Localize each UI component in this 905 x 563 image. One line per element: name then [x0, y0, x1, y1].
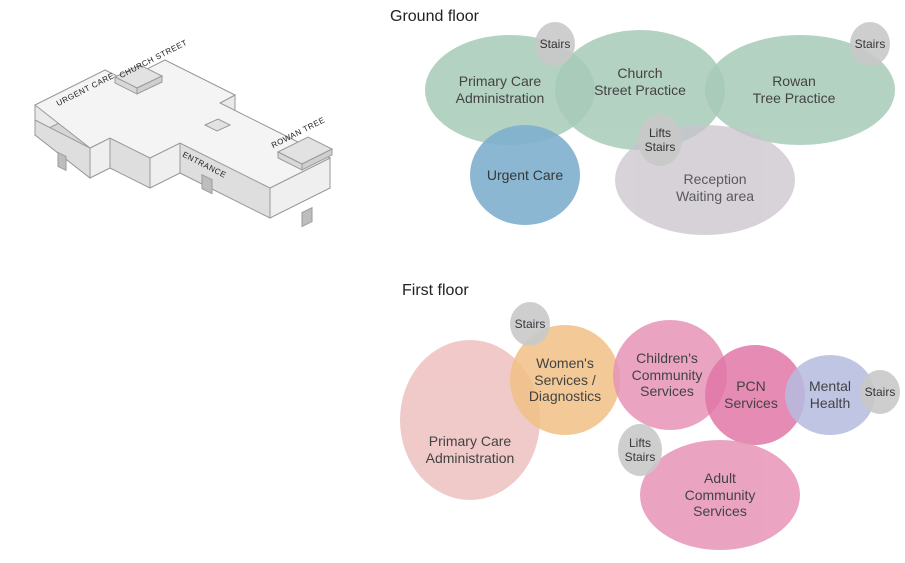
bubble-adult-community: Adult Community Services — [640, 440, 800, 550]
diagram-canvas: Ground floor First floor — [0, 0, 905, 563]
bubble-label-stairs-f1-left: Stairs — [515, 317, 546, 331]
bubble-label-urgent-care: Urgent Care — [487, 167, 563, 184]
bubble-label-adult-community: Adult Community Services — [685, 470, 756, 520]
bubble-label-primary-care-admin-f1: Primary Care Administration — [426, 433, 515, 467]
bubble-label-lifts-stairs-f1: Lifts Stairs — [625, 436, 656, 465]
bubble-label-reception-waiting: Reception Waiting area — [676, 171, 754, 205]
bubble-stairs-f1-left: Stairs — [510, 302, 550, 346]
bubble-label-stairs-g-left: Stairs — [540, 37, 571, 51]
bubble-lifts-stairs-f1: Lifts Stairs — [618, 424, 662, 476]
building-isometric: CHURCH STREET URGENT CARE ENTRANCE ROWAN… — [20, 20, 355, 230]
bubble-label-mental-health: Mental Health — [809, 378, 851, 412]
door-right — [302, 208, 312, 227]
bubble-label-church-street-practice: Church Street Practice — [594, 65, 686, 99]
bubble-label-stairs-g-right: Stairs — [855, 37, 886, 51]
bubble-label-childrens-community: Children's Community Services — [632, 350, 703, 400]
bubble-label-stairs-f1-right: Stairs — [865, 385, 896, 399]
bubble-label-primary-care-admin: Primary Care Administration — [456, 73, 545, 107]
bubble-label-pcn-services: PCN Services — [724, 378, 778, 412]
bubble-label-womens-services: Women's Services / Diagnostics — [529, 355, 601, 405]
bubble-stairs-g-right: Stairs — [850, 22, 890, 66]
first-floor-title: First floor — [402, 282, 469, 300]
bubble-label-lifts-stairs-g: Lifts Stairs — [645, 126, 676, 155]
bubble-stairs-f1-right: Stairs — [860, 370, 900, 414]
bubble-label-rowan-tree-practice: Rowan Tree Practice — [753, 73, 836, 107]
bubble-urgent-care: Urgent Care — [470, 125, 580, 225]
bubble-lifts-stairs-g: Lifts Stairs — [638, 114, 682, 166]
bubble-stairs-g-left: Stairs — [535, 22, 575, 66]
ground-floor-title: Ground floor — [390, 8, 479, 26]
